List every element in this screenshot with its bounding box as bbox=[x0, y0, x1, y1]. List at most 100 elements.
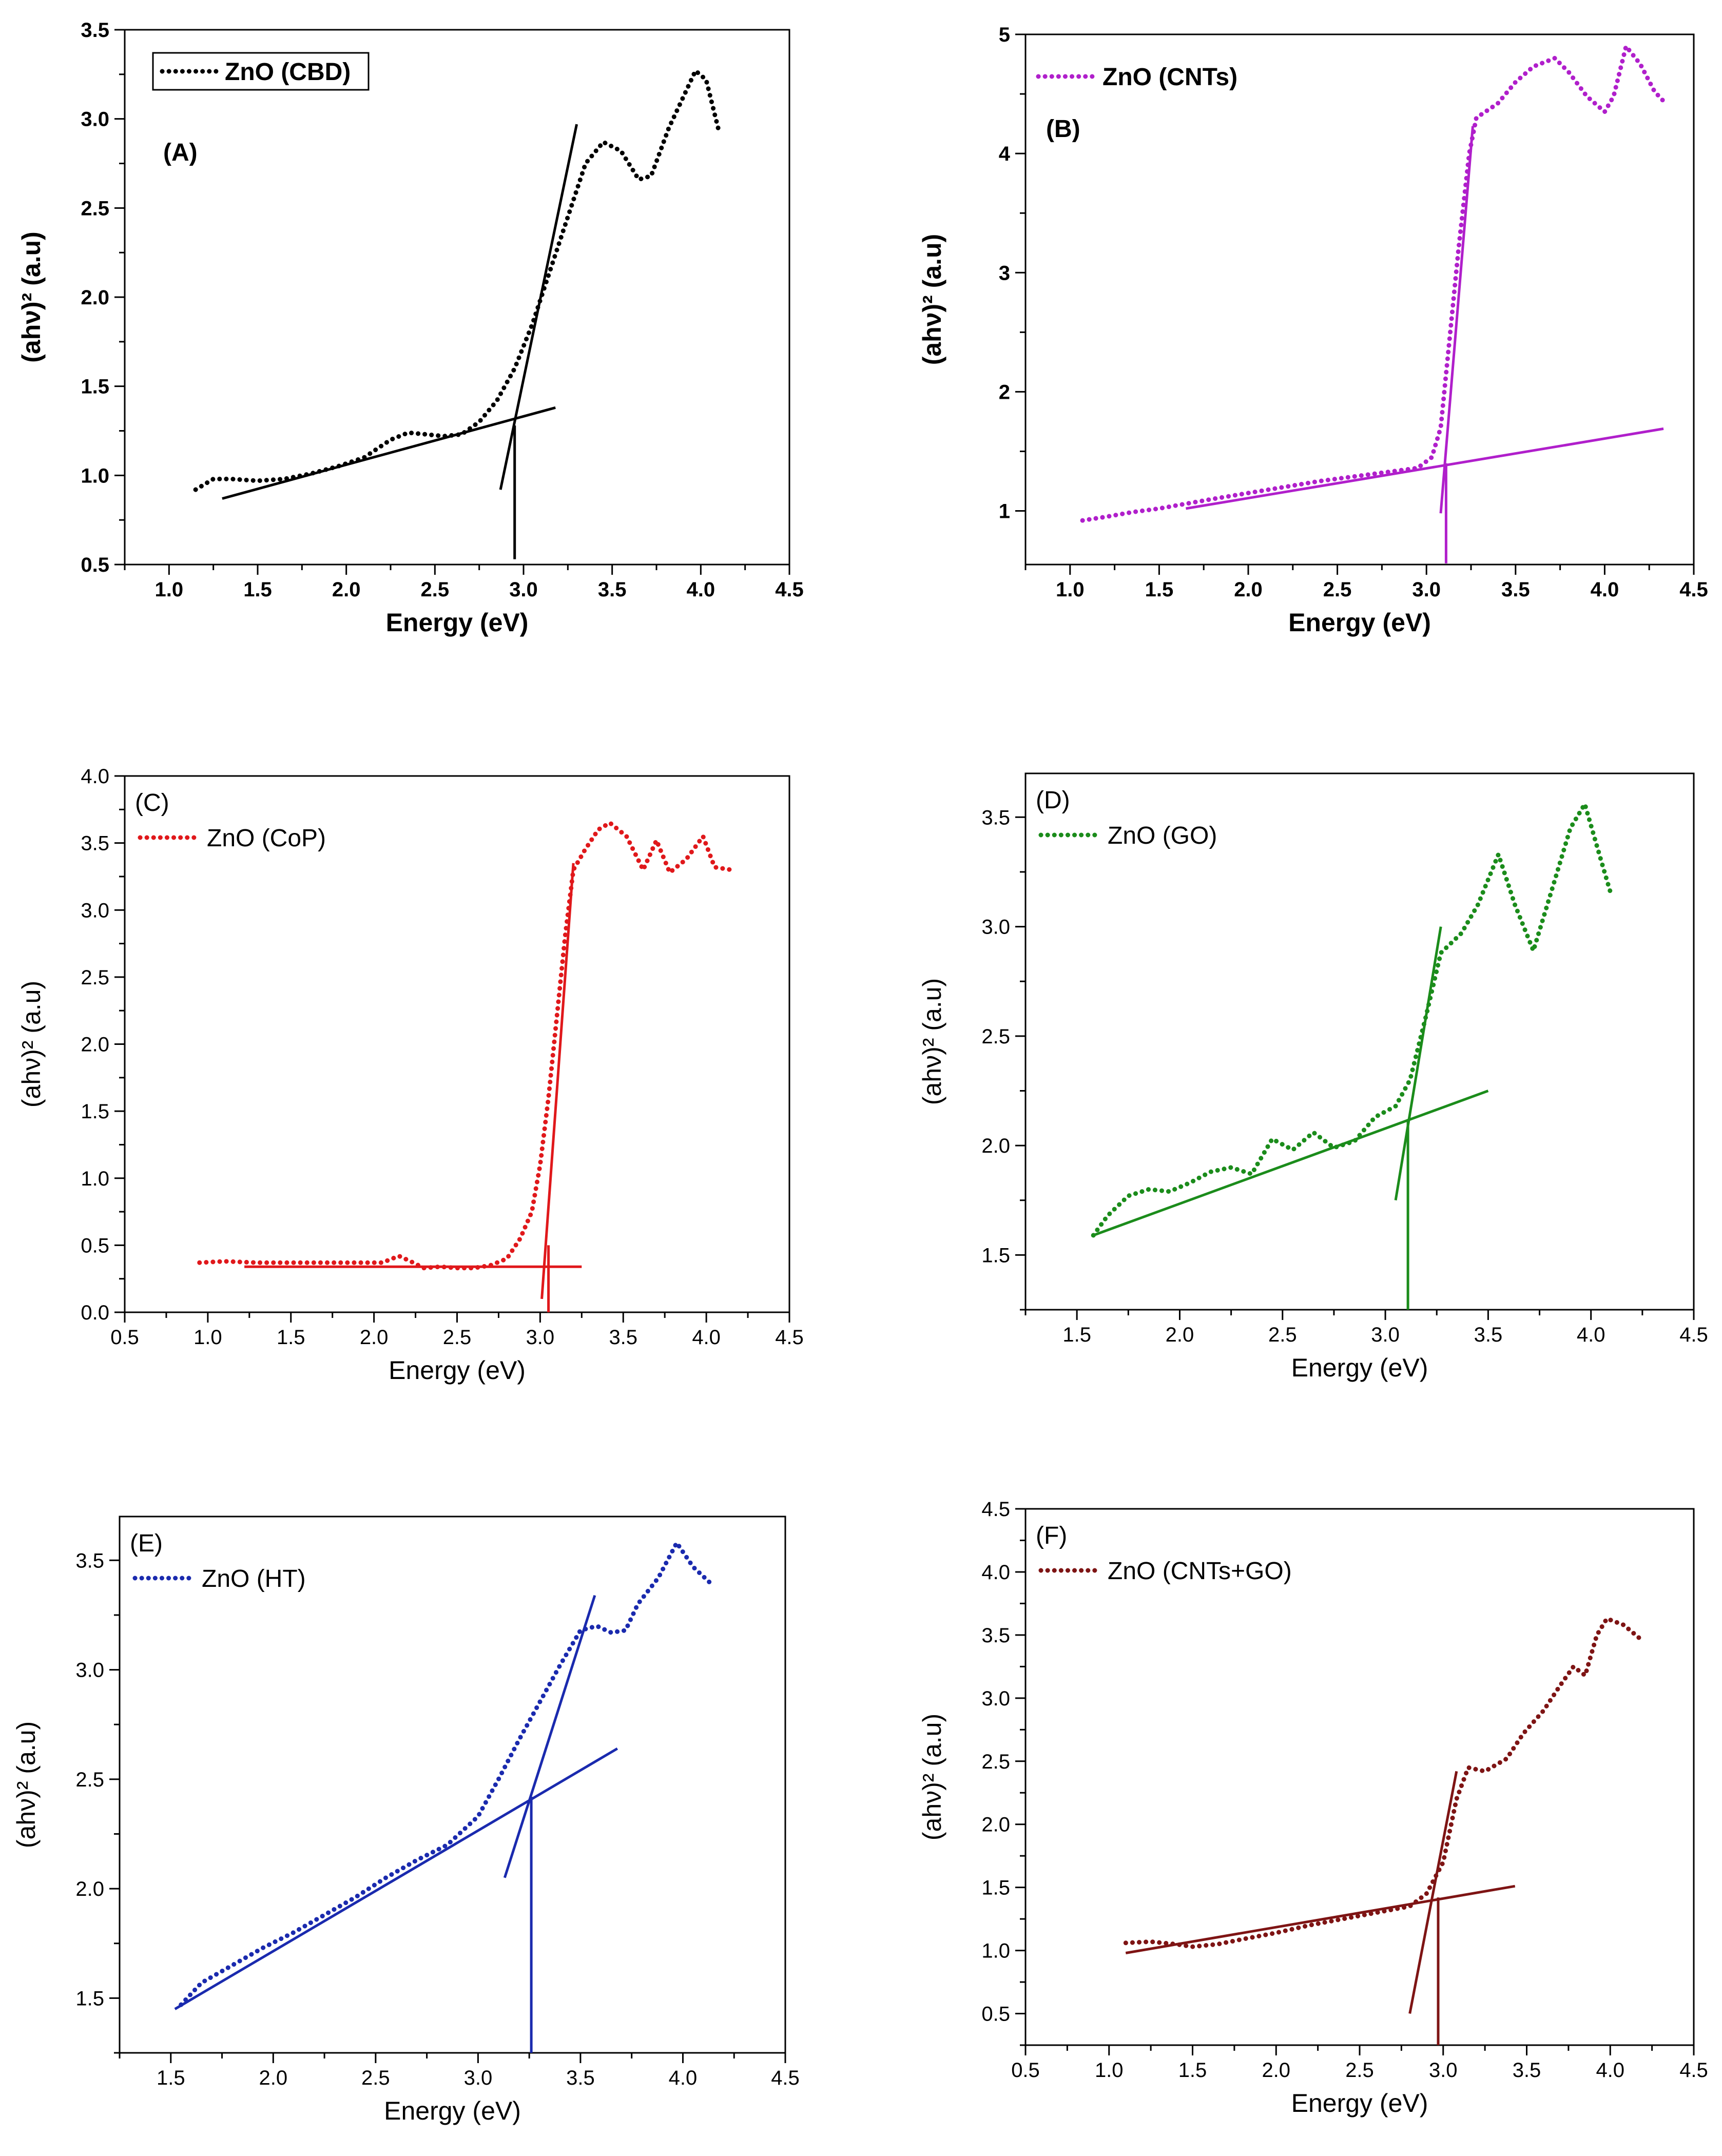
legend-label: ZnO (CoP) bbox=[207, 825, 326, 852]
data-series-line bbox=[1123, 1616, 1643, 1949]
y-tick-label: 1.0 bbox=[981, 1940, 1010, 1963]
x-tick-label: 1.5 bbox=[1062, 1324, 1091, 1346]
x-tick-label: 2.5 bbox=[421, 578, 450, 601]
panel-label: (D) bbox=[1036, 787, 1070, 814]
fit-line bbox=[1093, 1090, 1489, 1237]
x-tick-label: 4.5 bbox=[771, 2067, 800, 2089]
x-axis-title: Energy (eV) bbox=[1291, 1353, 1428, 1382]
data-series-line bbox=[1080, 44, 1666, 523]
y-axis-title: (ahν)² (a.u) bbox=[17, 231, 46, 363]
y-tick-label: 0.5 bbox=[81, 554, 109, 576]
panel-label: (F) bbox=[1036, 1522, 1067, 1549]
x-tick-label: 2.5 bbox=[443, 1326, 472, 1349]
data-series-line bbox=[179, 1540, 712, 2007]
x-tick-label: 1.5 bbox=[157, 2067, 185, 2089]
x-tick-label: 3.5 bbox=[1513, 2059, 1541, 2082]
y-tick-label: 1.5 bbox=[81, 376, 109, 398]
y-tick-label: 4.0 bbox=[81, 765, 109, 788]
y-tick-label: 3 bbox=[999, 262, 1010, 284]
y-tick-label: 1.5 bbox=[981, 1877, 1010, 1899]
x-tick-label: 3.0 bbox=[509, 578, 538, 601]
plot-frame bbox=[124, 775, 790, 1313]
y-tick-label: 0.0 bbox=[81, 1302, 109, 1324]
x-tick-label: 4.5 bbox=[1679, 1324, 1708, 1346]
y-axis-title: (ahν)² (a.u) bbox=[918, 978, 946, 1105]
x-tick-label: 4.0 bbox=[687, 578, 715, 601]
x-tick-label: 2.5 bbox=[1268, 1324, 1297, 1346]
y-tick-label: 4 bbox=[999, 143, 1011, 165]
y-tick-label: 2.0 bbox=[981, 1135, 1010, 1157]
x-tick-label: 3.5 bbox=[1474, 1324, 1503, 1346]
y-tick-label: 3.0 bbox=[981, 916, 1010, 939]
y-tick-label: 2.5 bbox=[81, 966, 109, 989]
y-tick-label: 3.0 bbox=[81, 899, 109, 922]
fit-line bbox=[174, 1747, 618, 2010]
x-tick-label: 1.5 bbox=[243, 578, 272, 601]
x-tick-label: 3.0 bbox=[1429, 2059, 1458, 2082]
x-tick-label: 3.5 bbox=[609, 1326, 637, 1349]
fit-line bbox=[1186, 427, 1664, 510]
x-tick-label: 1.5 bbox=[1178, 2059, 1207, 2082]
y-tick-label: 2.5 bbox=[81, 197, 109, 220]
x-tick-label: 2.0 bbox=[259, 2067, 288, 2089]
y-tick-label: 2.5 bbox=[981, 1751, 1010, 1773]
x-tick-label: 4.0 bbox=[692, 1326, 721, 1349]
x-tick-label: 2.0 bbox=[1262, 2059, 1290, 2082]
y-axis-title: (ahν)² (a.u) bbox=[12, 1721, 41, 1848]
x-tick-label: 3.0 bbox=[1371, 1324, 1400, 1346]
x-tick-label: 1.5 bbox=[277, 1326, 305, 1349]
x-axis-title: Energy (eV) bbox=[1288, 608, 1431, 637]
fit-line bbox=[499, 124, 578, 490]
y-tick-label: 1.0 bbox=[81, 464, 109, 487]
x-tick-label: 4.0 bbox=[1577, 1324, 1605, 1346]
y-tick-label: 3.5 bbox=[81, 832, 109, 855]
y-tick-label: 1.0 bbox=[81, 1168, 109, 1190]
x-tick-label: 1.0 bbox=[155, 578, 184, 601]
x-tick-label: 4.0 bbox=[1591, 578, 1619, 601]
panel-label: (B) bbox=[1046, 115, 1080, 143]
x-tick-label: 0.5 bbox=[110, 1326, 139, 1349]
y-tick-label: 3.5 bbox=[75, 1549, 104, 1572]
y-axis-title: (ahν)² (a.u) bbox=[918, 1714, 946, 1840]
x-tick-label: 4.5 bbox=[1679, 578, 1708, 601]
legend-label: ZnO (CNTs) bbox=[1102, 64, 1237, 91]
x-tick-label: 2.0 bbox=[1166, 1324, 1194, 1346]
y-tick-label: 2.0 bbox=[81, 1034, 109, 1056]
x-tick-label: 2.0 bbox=[332, 578, 361, 601]
legend-label: ZnO (CNTs+GO) bbox=[1108, 1558, 1292, 1585]
y-tick-label: 0.5 bbox=[981, 2003, 1010, 2026]
fit-line bbox=[1394, 926, 1442, 1201]
x-tick-label: 4.5 bbox=[775, 1326, 804, 1349]
x-tick-label: 4.0 bbox=[1596, 2059, 1624, 2082]
panel-label: (E) bbox=[130, 1530, 163, 1557]
legend-label: ZnO (HT) bbox=[202, 1565, 306, 1592]
x-tick-label: 2.0 bbox=[1234, 578, 1263, 601]
x-tick-label: 2.5 bbox=[1323, 578, 1352, 601]
x-tick-label: 3.0 bbox=[1412, 578, 1441, 601]
data-series-line bbox=[1091, 802, 1614, 1238]
y-tick-label: 2.5 bbox=[981, 1025, 1010, 1048]
y-tick-label: 2.0 bbox=[81, 286, 109, 309]
data-series-line bbox=[193, 68, 721, 492]
x-tick-label: 3.0 bbox=[464, 2067, 493, 2089]
y-tick-label: 3.5 bbox=[981, 1624, 1010, 1647]
x-tick-label: 2.5 bbox=[361, 2067, 390, 2089]
y-tick-label: 4.5 bbox=[981, 1498, 1010, 1521]
y-tick-label: 4.0 bbox=[981, 1561, 1010, 1584]
plot-frame bbox=[1024, 1508, 1695, 2046]
legend-label: ZnO (GO) bbox=[1108, 822, 1217, 849]
x-tick-label: 1.0 bbox=[1095, 2059, 1124, 2082]
x-axis-title: Energy (eV) bbox=[386, 608, 529, 637]
plot-frame bbox=[124, 29, 790, 566]
y-tick-label: 2.0 bbox=[981, 1814, 1010, 1836]
y-tick-label: 2.0 bbox=[75, 1878, 104, 1900]
x-tick-label: 2.0 bbox=[360, 1326, 389, 1349]
y-tick-label: 5 bbox=[999, 24, 1010, 46]
panel-label: (A) bbox=[163, 139, 198, 166]
y-axis-title: (ahν)² (a.u) bbox=[17, 981, 46, 1108]
legend-box bbox=[152, 52, 370, 91]
